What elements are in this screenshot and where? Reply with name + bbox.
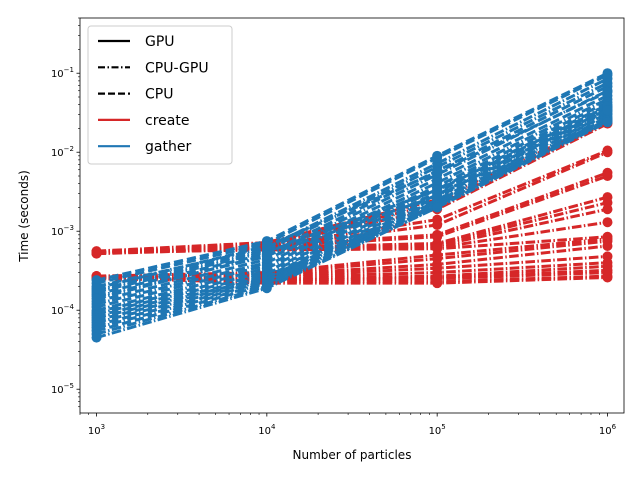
- x-tick-base: 10: [429, 426, 442, 437]
- data-point: [602, 217, 613, 228]
- legend-label: GPU: [145, 34, 175, 50]
- series-line: [96, 73, 609, 285]
- y-tick-label: 10−4: [51, 303, 75, 317]
- y-tick-exp: −3: [64, 224, 74, 232]
- data-point: [261, 241, 272, 251]
- x-tick-exp: 3: [101, 423, 105, 431]
- series-line: [96, 100, 609, 309]
- data-point: [602, 241, 613, 251]
- x-tick-base: 10: [599, 426, 612, 437]
- data-point: [602, 117, 613, 128]
- legend-label: gather: [145, 139, 191, 155]
- y-tick-base: 10: [51, 306, 64, 317]
- y-axis-label: Time (seconds): [17, 170, 31, 263]
- x-axis-label: Number of particles: [293, 448, 412, 462]
- series-line: [96, 90, 609, 290]
- x-tick-base: 10: [88, 426, 101, 437]
- data-point: [91, 247, 102, 258]
- data-point: [432, 219, 443, 230]
- series-line: [96, 71, 609, 282]
- series-line: [96, 113, 609, 322]
- legend-label: CPU-GPU: [145, 60, 209, 76]
- series-line: [96, 97, 609, 306]
- y-tick-base: 10: [51, 385, 64, 396]
- series-gather-42: [91, 117, 613, 343]
- data-point: [602, 86, 613, 97]
- data-point: [602, 272, 613, 283]
- x-tick-label: 106: [599, 423, 617, 437]
- series-line: [96, 119, 609, 253]
- plot-frame: [79, 17, 625, 414]
- data-point: [432, 272, 443, 283]
- y-tick-exp: −1: [64, 66, 74, 74]
- data-point: [602, 204, 613, 215]
- x-tick-exp: 6: [612, 423, 617, 431]
- series-line: [96, 105, 609, 294]
- data-point: [91, 283, 102, 294]
- data-point: [602, 265, 613, 276]
- y-tick-exp: −4: [64, 303, 75, 311]
- x-tick-exp: 5: [441, 423, 445, 431]
- data-point: [432, 202, 443, 213]
- data-point: [261, 250, 272, 260]
- y-tick-base: 10: [51, 227, 64, 238]
- y-tick-base: 10: [51, 148, 64, 159]
- y-tick-exp: −2: [64, 145, 74, 153]
- legend-box: [87, 25, 233, 165]
- series-gather-45: [91, 86, 613, 294]
- legend-label: CPU: [145, 87, 173, 103]
- y-tick-label: 10−5: [51, 382, 74, 396]
- x-tick-exp: 4: [271, 423, 276, 431]
- x-tick-label: 103: [88, 423, 105, 437]
- y-tick-label: 10−2: [51, 145, 74, 159]
- series-line: [96, 81, 609, 292]
- series-gather-44: [91, 105, 613, 304]
- series-line: [96, 116, 609, 327]
- legend: GPU CPU-GPU CPU create gather: [87, 25, 233, 165]
- data-point: [602, 147, 613, 158]
- y-tick-label: 10−1: [51, 66, 74, 80]
- x-tick-base: 10: [258, 426, 271, 437]
- data-point: [432, 190, 443, 201]
- x-tick-label: 104: [258, 423, 276, 437]
- data-point: [91, 293, 102, 304]
- series-layer: [91, 68, 613, 343]
- series-line: [96, 85, 609, 296]
- data-point: [602, 105, 613, 116]
- y-tick-exp: −5: [64, 382, 74, 390]
- series-line: [96, 108, 609, 301]
- legend-label: create: [145, 113, 189, 129]
- data-point: [91, 332, 102, 343]
- series-line: [96, 94, 609, 303]
- x-tick-label: 105: [429, 423, 446, 437]
- y-tick-label: 10−3: [51, 224, 74, 238]
- series-line: [96, 120, 609, 340]
- y-tick-base: 10: [51, 69, 64, 80]
- series-group: [91, 68, 613, 343]
- data-point: [432, 167, 443, 178]
- data-point: [261, 283, 272, 294]
- data-point: [602, 171, 613, 181]
